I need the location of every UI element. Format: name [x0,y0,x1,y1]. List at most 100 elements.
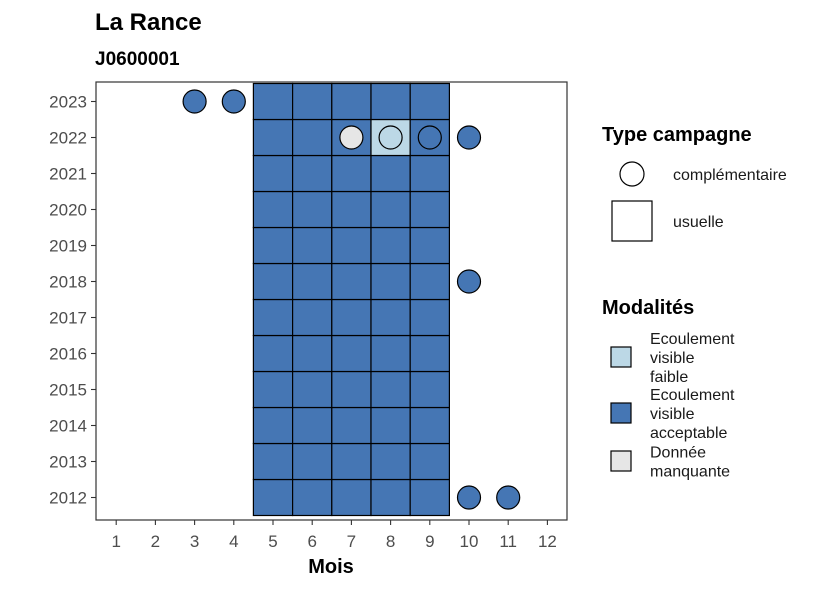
cell-usuelle-2017-7 [331,298,372,337]
x-tick-label-3: 3 [190,532,199,551]
cell-usuelle-2013-7 [331,442,372,481]
cell-usuelle-2018-8 [370,262,411,301]
y-tick-label-2020: 2020 [49,201,87,220]
x-axis: 1 2 3 4 5 6 7 8 9 10 11 12 [111,520,557,551]
cell-usuelle-2015-9 [409,370,451,409]
cell-usuelle-2017-5 [252,298,294,337]
legend-modalites-items: EcoulementvisiblefaibleEcoulementvisible… [610,331,735,481]
cell-usuelle-2018-7 [331,262,372,301]
cell-complementaire-2022-9 [417,125,442,150]
legend-label-faible-line-2: visible [650,350,695,367]
legend-label-acceptable-line-2: visible [650,406,695,423]
plot-frame [95,81,568,521]
legend-title-type: Type campagne [602,124,752,146]
cell-usuelle-2015-8 [370,370,411,409]
cell-usuelle-2014-9 [409,406,451,445]
cell-usuelle-2020-6 [292,190,333,229]
cell-usuelle-2017-8 [370,298,411,337]
legend-key-acceptable [610,402,632,424]
y-tick-label-2022: 2022 [49,129,87,148]
legend-label-manquante-line-2: manquante [650,464,730,481]
cell-usuelle-2013-8 [370,442,411,481]
legend-label-complementaire: complémentaire [673,167,787,184]
cell-usuelle-2019-5 [252,226,294,265]
cell-usuelle-2023-6 [292,82,333,121]
cell-usuelle-2020-7 [331,190,372,229]
cell-usuelle-2020-9 [409,190,451,229]
y-tick-label-2019: 2019 [49,237,87,256]
x-axis-label: Mois [308,556,354,578]
cell-usuelle-2014-8 [370,406,411,445]
x-tick-label-2: 2 [151,532,160,551]
y-tick-label-2021: 2021 [49,165,87,184]
y-tick-label-2012: 2012 [49,489,87,508]
cell-usuelle-2023-7 [331,82,372,121]
cell-usuelle-2020-8 [370,190,411,229]
cell-usuelle-2016-7 [331,334,372,373]
cell-complementaire-2012-11 [496,485,521,510]
cell-complementaire-2018-10 [456,269,482,294]
x-tick-label-10: 10 [460,532,479,551]
cell-usuelle-2012-6 [292,478,333,517]
cell-usuelle-2022-6 [292,118,333,157]
x-tick-label-5: 5 [268,532,277,551]
x-tick-label-7: 7 [347,532,356,551]
y-tick-label-2016: 2016 [49,345,87,364]
cell-usuelle-2022-5 [252,118,294,157]
cell-usuelle-2018-5 [252,262,294,301]
cell-usuelle-2017-9 [409,298,451,337]
legend-key-faible [610,346,632,368]
cell-usuelle-2021-6 [292,154,333,193]
cell-complementaire-2022-8 [378,125,403,150]
x-tick-label-8: 8 [386,532,395,551]
x-tick-label-9: 9 [425,532,434,551]
cell-complementaire-2022-10 [456,125,482,150]
chart-subtitle: J0600001 [95,49,180,70]
legend-title-modalites: Modalités [602,297,694,319]
x-tick-label-6: 6 [307,532,316,551]
y-tick-label-2018: 2018 [49,273,87,292]
chart-title: La Rance [95,9,202,36]
legend-key-complementaire [619,161,645,187]
y-tick-label-2014: 2014 [49,417,87,436]
cell-usuelle-2021-8 [370,154,411,193]
cell-complementaire-2022-7 [339,125,364,150]
legend-label-manquante-line-1: Donnée [650,445,706,462]
x-tick-label-4: 4 [229,532,238,551]
legend-label-acceptable-line-3: acceptable [650,425,727,442]
cell-usuelle-2015-5 [252,370,294,409]
cell-usuelle-2013-5 [252,442,294,481]
cell-usuelle-2023-9 [409,82,451,121]
legend-key-usuelle [611,200,653,242]
cell-usuelle-2014-5 [252,406,294,445]
x-tick-label-12: 12 [538,532,557,551]
y-tick-label-2013: 2013 [49,453,87,472]
cell-usuelle-2016-5 [252,334,294,373]
cell-usuelle-2014-6 [292,406,333,445]
legend: Type campagne complémentaire usuelle Mod… [602,124,787,481]
cell-usuelle-2013-9 [409,442,451,481]
cell-usuelle-2019-9 [409,226,451,265]
cell-usuelle-2012-8 [370,478,411,517]
cell-usuelle-2021-5 [252,154,294,193]
cell-usuelle-2016-6 [292,334,333,373]
cell-usuelle-2015-6 [292,370,333,409]
legend-label-faible-line-3: faible [650,369,688,386]
cell-usuelle-2012-7 [331,478,372,517]
cell-usuelle-2019-7 [331,226,372,265]
cell-usuelle-2018-9 [409,262,451,301]
cell-usuelle-2020-5 [252,190,294,229]
cell-usuelle-2012-5 [252,478,294,517]
cell-usuelle-2018-6 [292,262,333,301]
y-tick-label-2017: 2017 [49,309,87,328]
y-tick-label-2023: 2023 [49,93,87,112]
legend-label-usuelle: usuelle [673,214,724,231]
cell-usuelle-2021-7 [331,154,372,193]
cell-usuelle-2015-7 [331,370,372,409]
cell-usuelle-2017-6 [292,298,333,337]
cell-usuelle-2023-8 [370,82,411,121]
cell-complementaire-2012-10 [456,485,482,510]
cell-complementaire-2023-3 [182,89,207,114]
cell-usuelle-2019-6 [292,226,333,265]
